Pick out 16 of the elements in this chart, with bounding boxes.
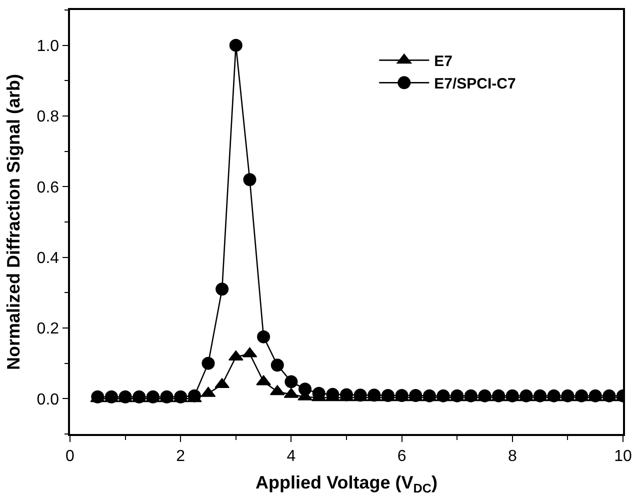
x-tick-label: 10 bbox=[614, 448, 632, 465]
y-axis-title: Normalized Diffraction Signal (arb) bbox=[4, 74, 24, 370]
y-tick-label: 0.8 bbox=[36, 108, 60, 126]
y-tick-label: 0.0 bbox=[36, 391, 60, 408]
legend-label: E7 bbox=[434, 53, 453, 70]
x-tick-label: 6 bbox=[397, 448, 406, 465]
x-tick-label: 2 bbox=[176, 448, 186, 465]
x-tick-label: 4 bbox=[286, 448, 296, 465]
y-tick-label: 0.4 bbox=[36, 250, 60, 267]
y-tick-label: 0.2 bbox=[36, 320, 60, 338]
y-tick-label: 0.6 bbox=[36, 179, 60, 196]
x-axis-title: Applied Voltage (V$_{DC}$) bbox=[256, 472, 438, 496]
x-tick-label: 8 bbox=[508, 448, 517, 465]
legend-label: E7/SPCI-C7 bbox=[434, 76, 516, 93]
x-tick-label: 0 bbox=[66, 448, 75, 465]
y-tick-label: 1.0 bbox=[36, 38, 60, 55]
